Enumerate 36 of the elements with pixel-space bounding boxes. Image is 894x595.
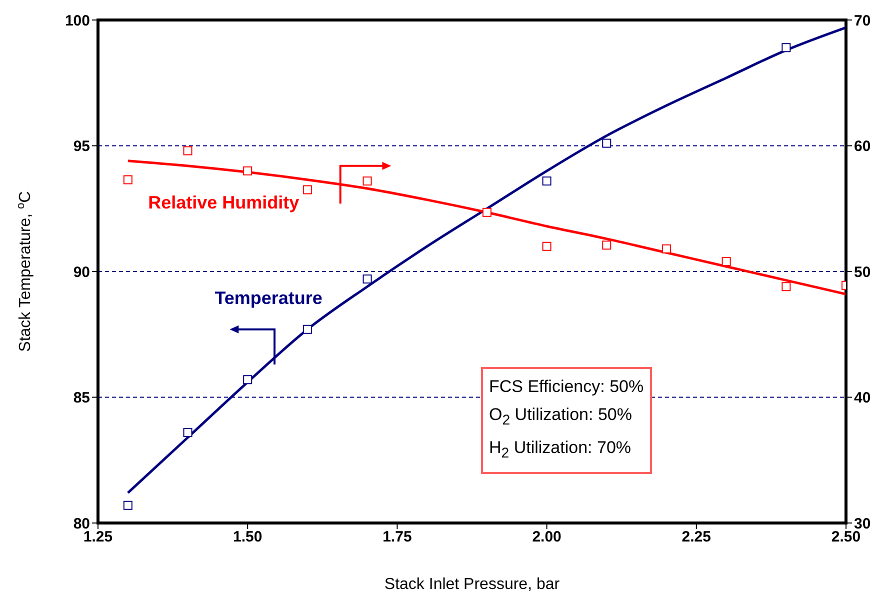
point xyxy=(662,244,671,254)
series-label: Temperature xyxy=(214,288,322,308)
point xyxy=(542,176,552,186)
point xyxy=(782,282,791,292)
x-tick-label: 1.75 xyxy=(382,528,412,546)
point xyxy=(362,274,372,284)
y-tick-label: 95 xyxy=(73,138,90,156)
x-axis-title: Stack Inlet Pressure, bar xyxy=(384,576,560,593)
point xyxy=(362,176,372,186)
annotation: H$_{2}$ Utilization: 70% xyxy=(488,437,632,464)
point xyxy=(123,175,132,184)
point xyxy=(302,185,312,194)
point xyxy=(183,428,192,437)
x-tick-label: 1.50 xyxy=(233,528,262,546)
annotation: O$_{2}$ Utilization: 50% xyxy=(488,404,633,430)
point xyxy=(123,500,132,510)
point xyxy=(243,166,252,176)
series-label: Relative Humidity xyxy=(148,192,300,213)
y2-tick-label: 50 xyxy=(854,264,871,281)
y2-tick-label: 70 xyxy=(854,12,871,30)
point xyxy=(602,138,612,148)
annotation: FCS Efficiency: 50% xyxy=(488,376,644,398)
y-tick-label: 85 xyxy=(73,390,90,407)
point xyxy=(782,43,791,52)
point xyxy=(542,242,552,251)
y-tick-label: 100 xyxy=(64,12,90,30)
x-tick-label: 2.00 xyxy=(532,528,562,546)
point xyxy=(183,146,192,156)
y-tick-label: 90 xyxy=(73,264,90,281)
point xyxy=(302,324,312,334)
y2-tick-label: 60 xyxy=(854,138,871,156)
x-tick-label: 2.25 xyxy=(682,528,711,546)
y2-tick-label: 40 xyxy=(854,390,871,407)
point xyxy=(482,208,492,217)
point xyxy=(602,240,612,250)
point xyxy=(243,375,252,384)
